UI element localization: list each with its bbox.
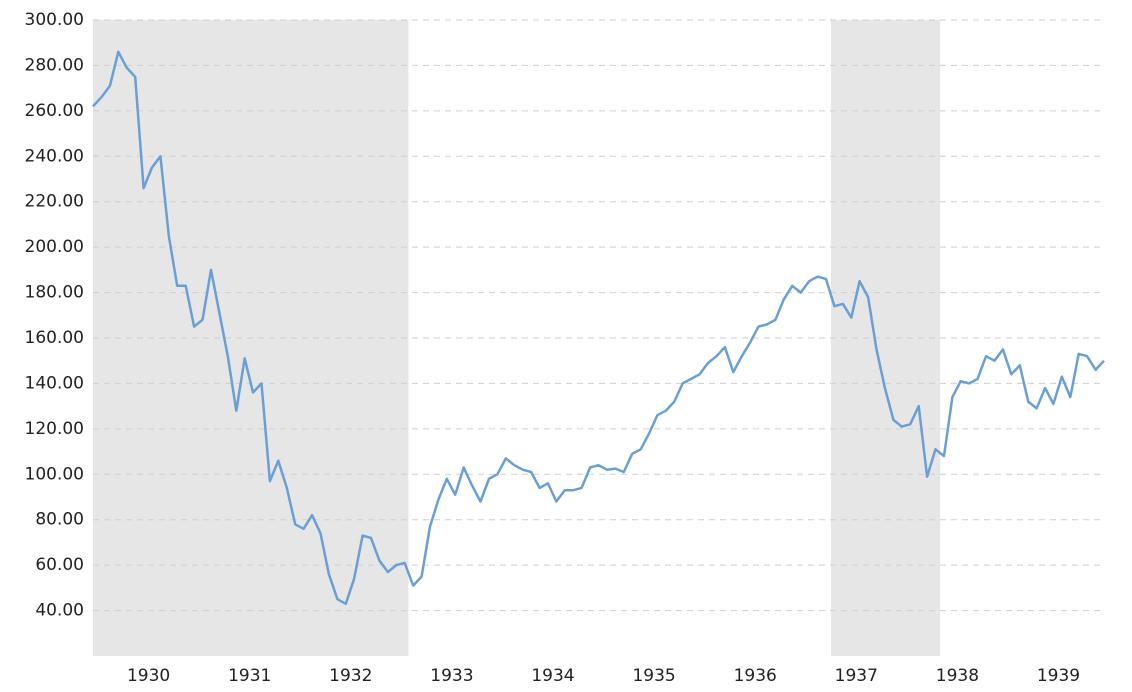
y-tick-label: 220.00 xyxy=(25,192,84,212)
y-tick-label: 200.00 xyxy=(25,237,84,257)
y-tick-label: 260.00 xyxy=(25,101,84,121)
y-tick-label: 180.00 xyxy=(25,283,84,303)
x-tick-label: 1931 xyxy=(228,666,271,686)
y-tick-label: 160.00 xyxy=(25,328,84,348)
x-tick-label: 1935 xyxy=(632,666,675,686)
y-tick-label: 40.00 xyxy=(35,601,84,621)
y-tick-label: 80.00 xyxy=(35,510,84,530)
y-tick-label: 60.00 xyxy=(35,555,84,575)
y-tick-label: 100.00 xyxy=(25,464,84,484)
y-tick-label: 120.00 xyxy=(25,419,84,439)
y-tick-label: 140.00 xyxy=(25,373,84,393)
x-tick-label: 1934 xyxy=(531,666,574,686)
x-tick-label: 1930 xyxy=(127,666,170,686)
x-tick-label: 1937 xyxy=(835,666,878,686)
x-tick-label: 1932 xyxy=(329,666,372,686)
x-tick-label: 1936 xyxy=(734,666,777,686)
y-tick-label: 300.00 xyxy=(25,10,84,30)
y-tick-label: 280.00 xyxy=(25,55,84,75)
y-tick-label: 240.00 xyxy=(25,146,84,166)
x-tick-label: 1938 xyxy=(936,666,979,686)
x-tick-label: 1939 xyxy=(1037,666,1080,686)
x-tick-label: 1933 xyxy=(430,666,473,686)
price-line xyxy=(92,50,1105,606)
